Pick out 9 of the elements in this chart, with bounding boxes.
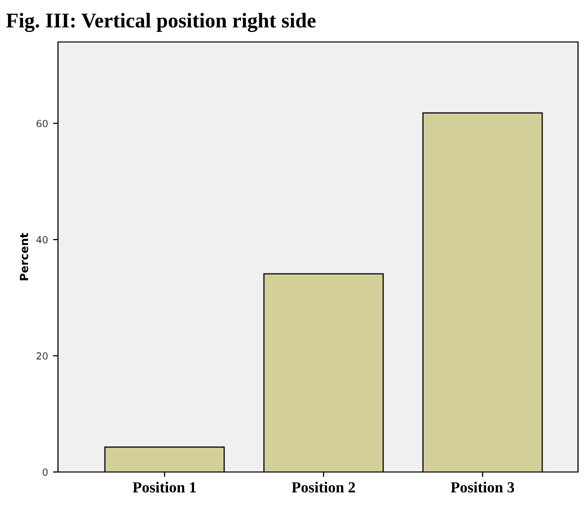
y-tick-label: 40 [36, 236, 48, 244]
y-tick-label: 0 [42, 468, 48, 476]
y-tick-label: 20 [36, 352, 48, 360]
x-tick-label: Position 1 [132, 482, 196, 492]
x-tick-label: Position 3 [450, 482, 514, 492]
chart-title: Fig. III: Vertical position right side [6, 12, 316, 32]
y-axis-title: Percent [20, 233, 28, 280]
y-tick-label: 60 [36, 120, 48, 128]
x-tick-label: Position 2 [292, 482, 355, 492]
